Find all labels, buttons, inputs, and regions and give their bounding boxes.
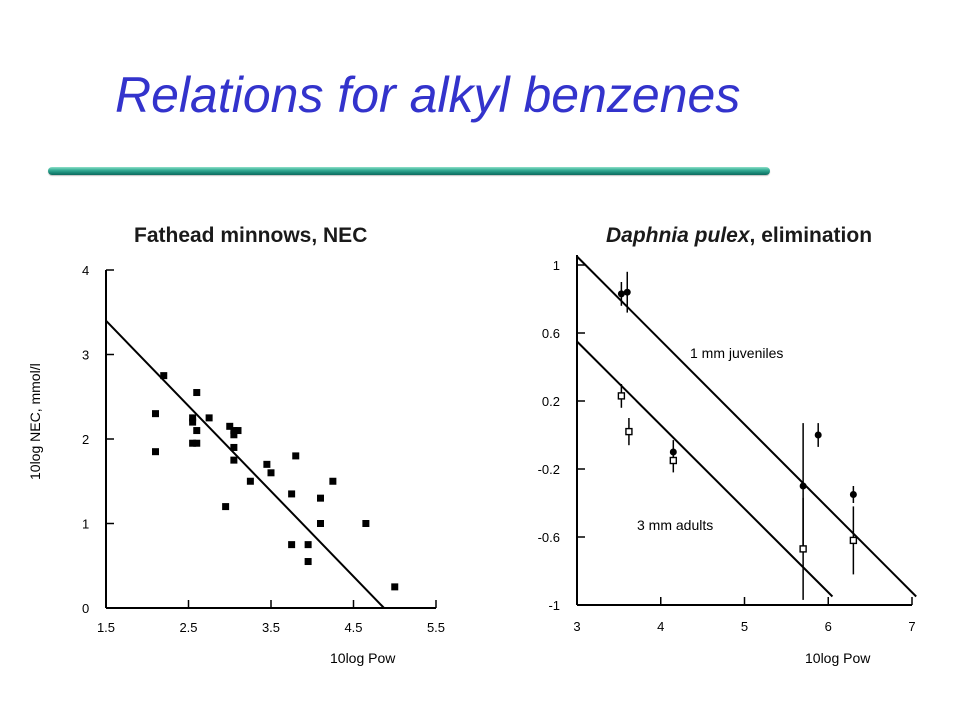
left-x-ticks: 1.5 2.5 3.5 4.5 5.5 [97, 600, 445, 635]
juveniles-fit-line [576, 255, 917, 598]
left-data-point [152, 410, 159, 418]
left-data-point [230, 443, 238, 451]
juveniles-data-point [849, 491, 857, 498]
left-data-point [317, 494, 324, 502]
right-y-tick-label: 1 [553, 258, 560, 273]
right-x-tick-label: 3 [573, 619, 580, 634]
left-y-axis-label: 10log NEC, mmol/l [27, 363, 43, 480]
adults-data-point [799, 545, 807, 553]
left-data-point [288, 541, 296, 549]
juveniles-data-point [617, 290, 625, 298]
left-data-point [317, 520, 324, 527]
right-x-tick-label: 4 [657, 619, 664, 634]
juveniles-label: 1 mm juveniles [690, 345, 783, 361]
juveniles-data-point [814, 431, 822, 439]
adults-data-point [669, 456, 678, 465]
left-data-point [160, 372, 168, 380]
left-y-tick-label: 3 [82, 348, 89, 363]
left-x-axis-label: 10log Pow [330, 650, 396, 666]
left-y-ticks: 0 1 2 3 4 [82, 263, 114, 616]
left-data-point [230, 427, 238, 435]
left-data-point [152, 448, 159, 456]
left-data-point [193, 439, 201, 447]
right-fit-lines [576, 255, 917, 598]
title-divider [48, 167, 770, 175]
left-chart-title: Fathead minnows, NEC [134, 224, 368, 247]
left-data-point [230, 431, 238, 439]
left-data-point [189, 439, 197, 447]
left-data-point [292, 452, 300, 460]
left-data-point [263, 460, 271, 468]
right-y-tick-label: 0.6 [542, 326, 560, 341]
left-data-point [222, 503, 230, 511]
right-data-points [617, 271, 858, 600]
left-data-point [230, 456, 238, 464]
left-y-tick-label: 2 [82, 432, 89, 447]
right-y-ticks: 1 0.6 0.2 -0.2 -0.6 -1 [538, 258, 585, 613]
left-y-tick-label: 4 [82, 263, 89, 278]
adults-label: 3 mm adults [637, 517, 713, 533]
left-data-point [189, 414, 197, 422]
right-x-ticks: 3 4 5 6 7 [573, 597, 916, 634]
left-data-point [329, 477, 337, 485]
right-title-rest: , elimination [749, 224, 873, 247]
left-data-point [304, 541, 312, 549]
left-x-tick-label: 1.5 [97, 620, 115, 635]
left-data-point [304, 558, 312, 566]
left-data-point [288, 490, 296, 498]
right-y-tick-label: 0.2 [542, 394, 560, 409]
left-y-axis-label-text: 10log NEC, mmol/l [27, 363, 43, 480]
left-data-point [362, 520, 370, 527]
left-y-tick-label: 1 [82, 517, 89, 532]
left-data-point [193, 427, 201, 435]
left-data-points [152, 372, 399, 591]
left-fit-line [105, 320, 385, 609]
right-y-tick-label: -0.6 [538, 530, 560, 545]
left-data-point [391, 583, 399, 591]
species-name: Daphnia pulex [606, 224, 750, 247]
left-data-point [234, 427, 242, 435]
left-data-point [267, 469, 275, 477]
left-data-point [205, 414, 213, 422]
adults-data-point [617, 392, 626, 400]
left-y-tick-label: 0 [82, 601, 89, 616]
adults-data-point [625, 427, 633, 436]
left-data-point [193, 389, 201, 397]
left-data-point [226, 422, 234, 430]
right-x-tick-label: 6 [825, 619, 832, 634]
left-fit-line-group [105, 320, 385, 609]
adults-data-point [849, 536, 858, 545]
right-y-tick-label: -0.2 [538, 462, 560, 477]
left-x-tick-label: 5.5 [427, 620, 445, 635]
right-x-tick-label: 7 [908, 619, 915, 634]
right-chart-title: Daphnia pulex, elimination [606, 222, 872, 250]
slide-title: Relations for alkyl benzenes [115, 67, 741, 123]
right-x-axis-label: 10log Pow [805, 650, 871, 666]
adults-fit-line [576, 340, 834, 598]
left-data-point [246, 477, 254, 485]
left-x-tick-label: 4.5 [344, 620, 362, 635]
juveniles-data-point [623, 288, 631, 296]
left-data-point [189, 418, 197, 426]
juveniles-data-point [799, 482, 807, 490]
left-x-tick-label: 2.5 [179, 620, 197, 635]
left-x-tick-label: 3.5 [262, 620, 280, 635]
right-x-tick-label: 5 [741, 619, 748, 634]
right-y-tick-label: -1 [548, 598, 560, 613]
